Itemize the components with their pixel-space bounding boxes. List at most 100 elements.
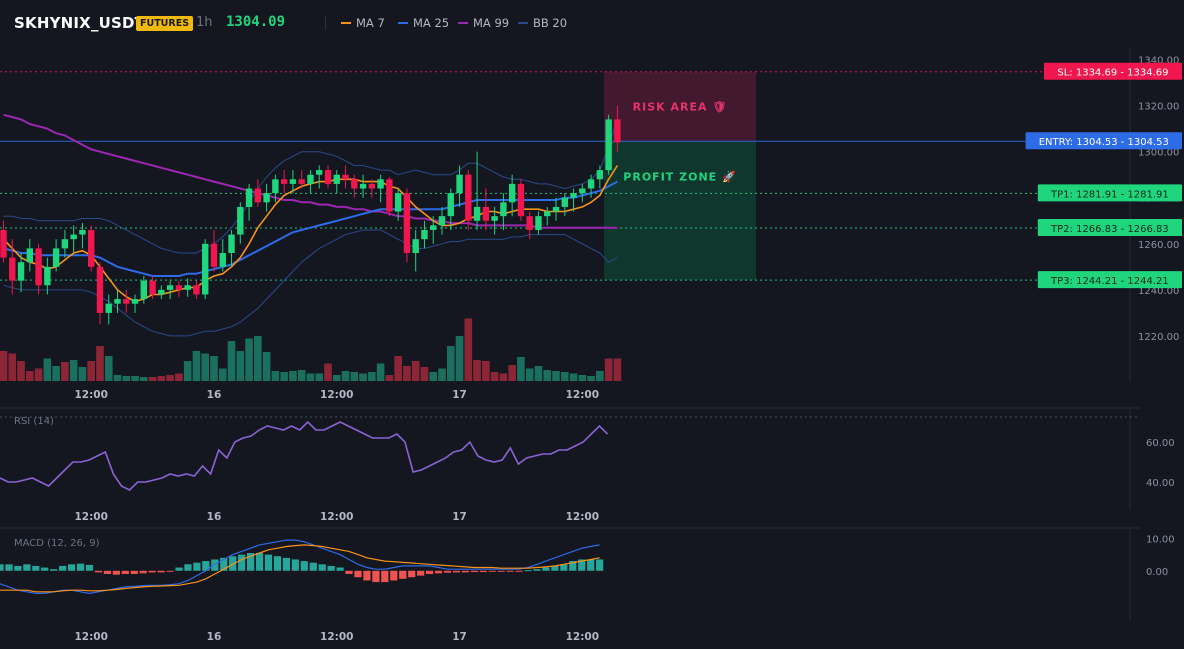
candle-body bbox=[123, 299, 130, 304]
macd-hist-bar bbox=[488, 570, 496, 572]
ma25-swatch bbox=[398, 22, 408, 24]
macd-hist-bar bbox=[551, 565, 559, 571]
volume-bar bbox=[78, 367, 87, 381]
macd-hist-bar bbox=[309, 562, 317, 571]
macd-hist-bar bbox=[282, 557, 290, 571]
volume-bar bbox=[438, 368, 446, 381]
macd-hist-bar bbox=[470, 570, 478, 573]
candle-body bbox=[377, 179, 384, 189]
level-tag-text-tp3: TP3: 1244.21 - 1244.21 bbox=[1050, 276, 1169, 287]
macd-hist-bar bbox=[229, 556, 237, 571]
macd-hist-bar bbox=[23, 564, 31, 571]
macd-hist-bar bbox=[112, 570, 120, 575]
volume-bar bbox=[166, 375, 174, 381]
candle-body bbox=[491, 216, 498, 221]
candle-body bbox=[596, 170, 604, 180]
candle-body bbox=[263, 193, 270, 203]
rsi-tick-label: 60.00 bbox=[1146, 438, 1175, 449]
bb-lower-line bbox=[3, 229, 618, 337]
legend-ma99[interactable]: MA 99 bbox=[458, 16, 509, 30]
volume-bar bbox=[0, 351, 8, 381]
macd-hist-bar bbox=[560, 564, 568, 571]
candle-body bbox=[280, 179, 288, 184]
candle-body bbox=[403, 193, 411, 254]
ma99-swatch bbox=[458, 22, 468, 24]
header-divider bbox=[325, 16, 326, 30]
volume-bar bbox=[376, 363, 385, 381]
time-axis-label: 17 bbox=[452, 511, 467, 523]
macd-hist-bar bbox=[76, 563, 85, 571]
candle-body bbox=[140, 280, 148, 300]
legend-ma7[interactable]: MA 7 bbox=[341, 16, 385, 30]
candle-body bbox=[500, 202, 507, 217]
macd-hist-bar bbox=[345, 570, 353, 574]
time-axis-label: 12:00 bbox=[566, 631, 599, 643]
macd-hist-bar bbox=[59, 565, 67, 571]
macd-hist-bar bbox=[41, 567, 49, 571]
volume-bar bbox=[455, 336, 464, 381]
candle-body bbox=[526, 216, 533, 230]
macd-hist-bar bbox=[14, 565, 22, 571]
candle-body bbox=[158, 289, 165, 295]
volume-bar bbox=[613, 358, 622, 381]
legend-ma25[interactable]: MA 25 bbox=[398, 16, 449, 30]
candle-body bbox=[421, 229, 428, 240]
volume-bar bbox=[289, 371, 297, 381]
volume-bar bbox=[604, 358, 613, 381]
candle-body bbox=[614, 119, 621, 143]
macd-hist-bar bbox=[50, 569, 58, 571]
legend-bb20[interactable]: BB 20 bbox=[518, 16, 567, 30]
legend-ma7-label: MA 7 bbox=[356, 16, 385, 30]
macd-hist-bar bbox=[336, 567, 344, 571]
futures-badge: FUTURES bbox=[136, 16, 194, 31]
candle-body bbox=[26, 248, 34, 263]
volume-bar bbox=[183, 361, 192, 381]
macd-hist-bar bbox=[381, 570, 389, 583]
candle-body bbox=[44, 266, 51, 286]
candle-body bbox=[289, 179, 297, 184]
candle-body bbox=[552, 206, 560, 212]
bb20-swatch bbox=[518, 22, 528, 24]
macd-hist-bar bbox=[85, 564, 94, 571]
macd-hist-bar bbox=[255, 553, 264, 571]
macd-hist-bar bbox=[363, 570, 371, 581]
candle-body bbox=[114, 299, 121, 304]
volume-bar bbox=[26, 371, 34, 381]
bb-upper-line bbox=[3, 119, 618, 254]
ma99-line bbox=[3, 113, 618, 229]
candle-body bbox=[447, 193, 454, 217]
macd-hist-bar bbox=[130, 570, 138, 574]
price-tick-label: 1300.00 bbox=[1138, 148, 1179, 159]
risk-zone bbox=[604, 71, 756, 142]
time-axis-label: 17 bbox=[452, 631, 467, 643]
volume-bar bbox=[236, 351, 245, 381]
macd-hist-bar bbox=[461, 570, 469, 573]
volume-bar bbox=[446, 346, 455, 381]
macd-hist-bar bbox=[238, 554, 246, 571]
macd-hist-bar bbox=[68, 564, 76, 571]
macd-hist-bar bbox=[417, 570, 425, 576]
volume-bar bbox=[52, 366, 60, 381]
volume-bar bbox=[578, 375, 587, 381]
candle-body bbox=[105, 303, 112, 313]
volume-bar bbox=[34, 368, 43, 381]
volume-bar bbox=[157, 376, 166, 381]
volume-bar bbox=[350, 372, 359, 381]
macd-line bbox=[0, 539, 600, 595]
volume-bar bbox=[201, 353, 210, 381]
macd-hist-bar bbox=[300, 561, 308, 571]
macd-hist-bar bbox=[139, 570, 147, 574]
candle-body bbox=[228, 234, 235, 254]
candle-body bbox=[324, 170, 332, 184]
macd-hist-bar bbox=[506, 570, 514, 572]
symbol-name[interactable]: SKHYNIX_USDT bbox=[14, 14, 146, 32]
macd-hist-bar bbox=[247, 553, 255, 571]
volume-bar bbox=[596, 371, 604, 381]
volume-bar bbox=[148, 377, 157, 381]
candle-body bbox=[587, 179, 595, 189]
volume-bar bbox=[385, 375, 394, 381]
volume-bar bbox=[131, 376, 139, 381]
candle-body bbox=[175, 285, 183, 290]
timeframe-selector[interactable]: 1h bbox=[196, 15, 213, 30]
